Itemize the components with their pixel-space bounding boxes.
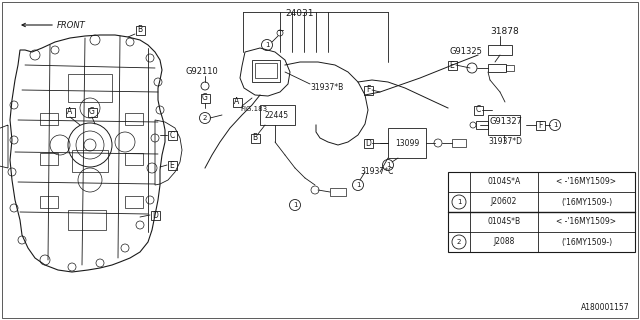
Text: G: G <box>89 108 95 116</box>
Text: F: F <box>538 121 542 130</box>
Bar <box>65 108 74 116</box>
Bar <box>364 139 372 148</box>
Bar <box>330 188 346 196</box>
Bar <box>40 196 58 208</box>
Text: < -'16MY1509>: < -'16MY1509> <box>557 178 616 187</box>
Text: 1: 1 <box>386 162 390 168</box>
Bar <box>40 153 58 165</box>
Text: 31937*D: 31937*D <box>488 138 522 147</box>
Bar <box>260 105 295 125</box>
Text: D: D <box>365 139 371 148</box>
Bar <box>448 172 635 252</box>
Bar <box>168 161 177 170</box>
Text: FRONT: FRONT <box>57 20 86 29</box>
Text: E: E <box>450 60 454 69</box>
Bar <box>125 113 143 125</box>
Bar <box>125 153 143 165</box>
Text: B: B <box>252 133 257 142</box>
Text: D: D <box>152 211 158 220</box>
Text: 31878: 31878 <box>490 28 519 36</box>
Text: 24031: 24031 <box>285 9 314 18</box>
Text: C: C <box>476 106 481 115</box>
Text: 31937*C: 31937*C <box>360 167 394 177</box>
Text: 2: 2 <box>203 115 207 121</box>
Text: < -'16MY1509>: < -'16MY1509> <box>557 218 616 227</box>
Bar <box>447 60 456 69</box>
Bar <box>232 98 241 107</box>
Bar <box>255 63 277 78</box>
Text: G91325: G91325 <box>450 47 483 57</box>
Bar <box>250 133 259 142</box>
Bar <box>536 121 545 130</box>
Text: A: A <box>234 98 239 107</box>
Bar <box>68 74 112 102</box>
Bar <box>474 106 483 115</box>
Bar <box>364 85 372 94</box>
Text: E: E <box>170 161 174 170</box>
Text: J2088: J2088 <box>493 237 515 246</box>
Text: G: G <box>202 93 208 102</box>
Bar <box>488 45 512 55</box>
Text: ('16MY1509-): ('16MY1509-) <box>561 237 612 246</box>
Text: 2: 2 <box>457 239 461 245</box>
Text: A180001157: A180001157 <box>581 303 630 312</box>
Bar <box>68 210 106 230</box>
Text: C: C <box>170 131 175 140</box>
Text: 0104S*B: 0104S*B <box>488 218 520 227</box>
Text: ('16MY1509-): ('16MY1509-) <box>561 197 612 206</box>
Bar <box>252 60 280 82</box>
Bar <box>72 150 108 172</box>
Text: 1: 1 <box>553 122 557 128</box>
Text: G92110: G92110 <box>185 68 218 76</box>
Text: F: F <box>366 85 370 94</box>
Text: 1: 1 <box>457 199 461 205</box>
Text: G91327: G91327 <box>490 117 523 126</box>
Text: 31937*B: 31937*B <box>310 84 343 92</box>
Bar <box>40 113 58 125</box>
Bar <box>168 131 177 140</box>
Bar <box>125 196 143 208</box>
Text: 1: 1 <box>292 202 297 208</box>
Bar <box>150 211 159 220</box>
Bar <box>388 128 426 158</box>
Bar <box>506 65 514 71</box>
Bar <box>136 26 145 35</box>
Text: 1: 1 <box>356 182 360 188</box>
Bar <box>88 108 97 116</box>
Text: 1: 1 <box>265 42 269 48</box>
Text: FIG.183: FIG.183 <box>240 106 267 112</box>
Text: A: A <box>67 108 72 116</box>
Bar <box>488 115 520 135</box>
Text: 0104S*A: 0104S*A <box>488 178 520 187</box>
Bar <box>488 64 506 72</box>
Text: B: B <box>138 26 143 35</box>
Text: 13099: 13099 <box>395 139 419 148</box>
Text: J20602: J20602 <box>491 197 517 206</box>
Bar <box>200 93 209 102</box>
Bar <box>476 121 488 129</box>
Bar <box>452 139 466 147</box>
Text: 22445: 22445 <box>265 110 289 119</box>
